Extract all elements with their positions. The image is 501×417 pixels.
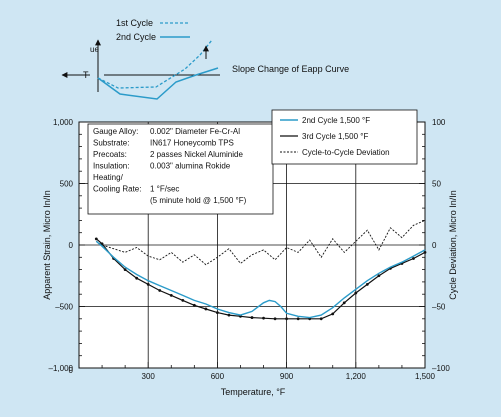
- inset-legend-2nd-label: 2nd Cycle: [116, 32, 156, 42]
- series-3rd-cycle-point: [331, 312, 335, 316]
- inset-2nd-cycle-curve: [97, 67, 219, 100]
- y-axis-title: Apparent Strain, Micro In/In: [42, 190, 52, 300]
- y2-axis-title: Cycle Deviation, Micro In/In: [448, 190, 458, 300]
- series-3rd-cycle-point: [342, 301, 346, 305]
- spec-value: IN617 Honeycomb TPS: [150, 139, 234, 148]
- spec-value: 2 passes Nickel Aluminide: [150, 150, 243, 159]
- inset-1st-cycle-curve: [97, 39, 213, 89]
- spec-value: 1 °F/sec: [150, 185, 179, 194]
- spec-key: Heating/: [93, 173, 124, 182]
- test-conditions-frame: [87, 123, 274, 215]
- inset-x-label: T: [83, 70, 89, 80]
- series-3rd-cycle-point: [285, 317, 288, 321]
- spec-key: Precoats:: [93, 150, 127, 159]
- y2-tick-label: 0: [432, 241, 437, 250]
- spec-value: 0.003" alumina Rokide: [150, 162, 231, 171]
- left-axis-ticks: 1,000 500 0 –500 –1,000: [49, 118, 425, 373]
- inset-y-label: ue: [90, 45, 99, 54]
- inset-caption: Slope Change of Eapp Curve: [232, 64, 349, 74]
- spec-key: Cooling Rate:: [93, 185, 141, 194]
- y-tick-label: –1,000: [49, 364, 74, 373]
- series-3rd-cycle-point: [94, 237, 98, 241]
- series-3rd-cycle-point: [192, 303, 196, 307]
- x-tick-label: 900: [280, 372, 294, 381]
- series-3rd-cycle-point: [296, 317, 300, 321]
- series-3rd-cycle-point: [250, 316, 254, 319]
- inset-sketch: 1st Cycle 2nd Cycle ue T Slope Change of…: [61, 18, 349, 100]
- test-conditions-box: Gauge Alloy: 0.002" Diameter Fe-Cr-Al Subs…: [87, 123, 274, 215]
- x-tick-label: 300: [142, 372, 156, 381]
- spec-key: Insulation:: [93, 162, 129, 171]
- spec-key: Gauge Alloy:: [93, 127, 138, 136]
- series-3rd-cycle-point: [204, 307, 208, 311]
- inset-legend-1st-label: 1st Cycle: [116, 18, 153, 28]
- series-3rd-cycle-point: [423, 250, 427, 254]
- series-3rd-cycle-point: [169, 294, 173, 297]
- series-3rd-cycle-point: [354, 291, 358, 295]
- series-3rd-cycle-point: [412, 257, 415, 260]
- y-tick-label: 1,000: [53, 118, 74, 127]
- spec-key: Substrate:: [93, 139, 129, 148]
- y2-tick-label: 50: [432, 180, 441, 189]
- y2-tick-label: 100: [432, 118, 446, 127]
- y2-tick-label: –50: [432, 303, 446, 312]
- legend-label-3rd: 3rd Cycle 1,500 °F: [302, 132, 368, 141]
- x-axis-ticks: 0 300 600 900 1,200 1,500: [69, 362, 436, 381]
- right-axis-ticks: 100 50 0 –50 –100: [432, 118, 450, 373]
- x-tick-label: 1,500: [415, 372, 436, 381]
- series-3rd-cycle-point: [262, 316, 265, 320]
- spec-value: 0.002" Diameter Fe-Cr-Al: [150, 127, 240, 136]
- series-3rd-cycle-point: [377, 274, 381, 278]
- series-3rd-cycle-point: [273, 317, 277, 321]
- series-3rd-cycle-point: [135, 276, 139, 280]
- x-tick-label: 1,200: [346, 372, 367, 381]
- series-3rd-cycle-point: [216, 311, 219, 315]
- legend-label-deviation: Cycle-to-Cycle Deviation: [302, 148, 390, 157]
- y-tick-label: –500: [55, 303, 73, 312]
- x-axis-title: Temperature, °F: [221, 387, 286, 397]
- series-3rd-cycle-point: [319, 317, 323, 321]
- series-3rd-cycle-point: [123, 268, 127, 271]
- series-3rd-cycle-point: [100, 242, 104, 246]
- series-3rd-cycle-point: [227, 313, 231, 317]
- series-3rd-cycle-point: [158, 289, 162, 292]
- x-tick-label: 600: [211, 372, 225, 381]
- series-3rd-cycle-point: [181, 298, 185, 302]
- y-tick-label: 500: [60, 180, 74, 189]
- series-3rd-cycle-line: [95, 238, 426, 320]
- legend-frame: [271, 109, 418, 165]
- series-3rd-cycle-point: [365, 282, 369, 286]
- spec-value: (5 minute hold @ 1,500 °F): [150, 196, 247, 205]
- series-3rd-cycle-point: [146, 282, 150, 286]
- x-tick-label-zero: 0: [69, 366, 74, 375]
- series-2nd-cycle-line: [95, 240, 426, 319]
- y-tick-label: 0: [69, 241, 74, 250]
- y2-tick-label: –100: [432, 364, 450, 373]
- series-group: [94, 219, 427, 321]
- legend: 2nd Cycle 1,500 °F 3rd Cycle 1,500 °F Cy…: [271, 109, 418, 165]
- legend-label-2nd: 2nd Cycle 1,500 °F: [302, 116, 370, 125]
